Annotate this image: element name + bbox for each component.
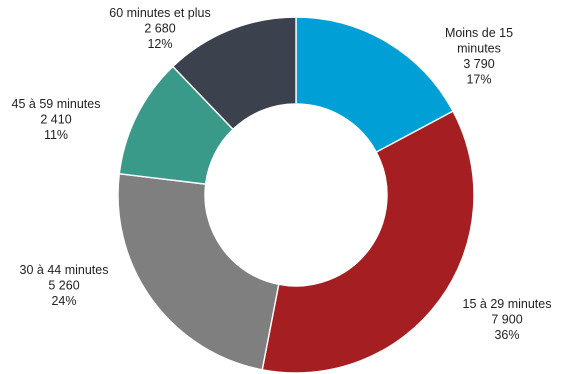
- label-percent-text: 12%: [147, 37, 172, 51]
- label-moins-15: Moins de 15 minutes 3 790 17%: [445, 26, 513, 87]
- label-value-text: 5 260: [48, 279, 79, 293]
- slice-60-plus: [171, 16, 297, 131]
- label-value-text: 2 680: [144, 22, 175, 36]
- label-category-text: 15 à 29 minutes: [463, 297, 552, 311]
- label-percent-text: 17%: [466, 73, 491, 87]
- label-category-text: 30 à 44 minutes: [20, 263, 109, 277]
- slice-30-44: [117, 172, 280, 371]
- slice-moins-15: [295, 16, 454, 154]
- slice-15-29: [261, 110, 475, 374]
- label-category-text: Moins de 15: [445, 26, 513, 40]
- label-45-59: 45 à 59 minutes 2 410 11%: [12, 97, 101, 142]
- label-value-text: 7 900: [491, 313, 522, 327]
- label-percent-text: 11%: [44, 128, 68, 142]
- donut-slices: [117, 16, 475, 374]
- label-category-text: minutes: [457, 42, 501, 56]
- label-30-44: 30 à 44 minutes 5 260 24%: [20, 263, 109, 308]
- donut-labels: Moins de 15 minutes 3 790 17% 15 à 29 minute…: [12, 6, 552, 342]
- label-percent-text: 36%: [494, 328, 519, 342]
- label-category-text: 60 minutes et plus: [109, 6, 210, 20]
- label-category-text: 45 à 59 minutes: [12, 97, 101, 111]
- label-value-text: 3 790: [463, 57, 494, 71]
- label-value-text: 2 410: [40, 113, 71, 127]
- label-60-plus: 60 minutes et plus 2 680 12%: [109, 6, 210, 51]
- label-percent-text: 24%: [51, 294, 76, 308]
- label-15-29: 15 à 29 minutes 7 900 36%: [463, 297, 552, 342]
